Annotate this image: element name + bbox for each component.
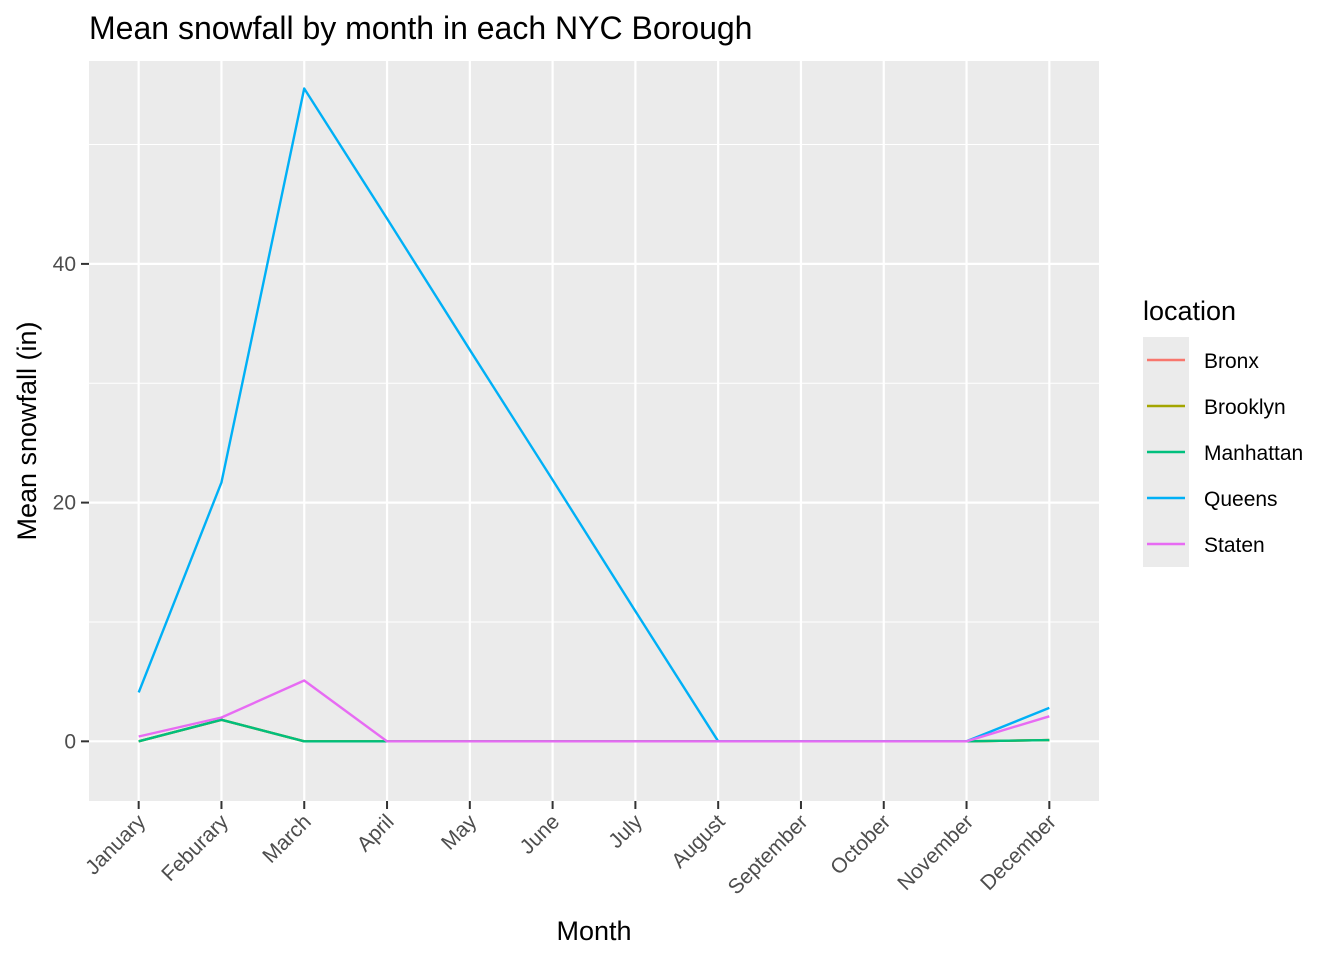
legend-title: location — [1143, 296, 1236, 326]
y-tick-label: 40 — [53, 253, 76, 276]
x-axis-title: Month — [556, 916, 631, 946]
major-gridlines — [89, 61, 1099, 801]
series-line-staten — [138, 679, 1050, 743]
y-tick-label: 20 — [53, 492, 76, 515]
series-lines — [137, 87, 1050, 743]
x-tick-label: April — [353, 810, 399, 856]
x-tick-label: March — [258, 810, 316, 868]
x-tick-label: July — [604, 810, 647, 853]
x-tick-label: September — [724, 810, 813, 899]
x-tick-label: August — [667, 810, 730, 873]
y-axis: 0 20 40 — [53, 253, 89, 753]
legend-label: Manhattan — [1204, 442, 1303, 465]
x-tick-label: June — [516, 810, 564, 858]
x-tick-label: Feburary — [157, 810, 233, 886]
y-tick-label: 0 — [64, 730, 76, 753]
plot-panel — [89, 61, 1099, 801]
legend: location Bronx Brooklyn Manhattan Queens Sta… — [1143, 296, 1303, 567]
x-tick-label: December — [976, 810, 1061, 895]
x-tick-label: October — [826, 810, 895, 879]
x-tick-label: May — [437, 810, 482, 855]
legend-label: Queens — [1204, 488, 1278, 511]
x-tick-label: November — [893, 810, 978, 895]
legend-label: Bronx — [1204, 350, 1259, 373]
legend-label: Brooklyn — [1204, 396, 1286, 419]
x-axis: January Feburary March April May June July Augu… — [81, 801, 1061, 899]
minor-gridlines — [89, 144, 1099, 623]
x-tick-label: January — [81, 810, 150, 879]
y-axis-title: Mean snowfall (in) — [12, 321, 42, 540]
chart-title: Mean snowfall by month in each NYC Borou… — [89, 10, 752, 46]
legend-label: Staten — [1204, 534, 1265, 557]
